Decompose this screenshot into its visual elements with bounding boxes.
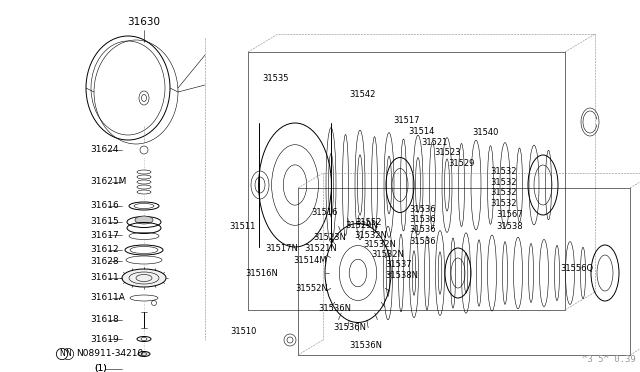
- Text: 31552N: 31552N: [296, 284, 328, 293]
- Text: 31532: 31532: [490, 199, 516, 208]
- Text: ^3 5^ 0.39: ^3 5^ 0.39: [582, 355, 636, 364]
- Text: 31630: 31630: [127, 17, 161, 27]
- Text: 31510: 31510: [230, 327, 257, 336]
- Text: 31617: 31617: [90, 231, 119, 240]
- Text: 31616: 31616: [90, 202, 119, 211]
- Text: 31611A: 31611A: [90, 294, 125, 302]
- Text: (1): (1): [94, 365, 107, 372]
- Text: 31538N: 31538N: [385, 271, 419, 280]
- Text: 31517N: 31517N: [266, 244, 298, 253]
- Text: 31535: 31535: [262, 74, 289, 83]
- Text: 31517: 31517: [393, 116, 419, 125]
- Text: (1): (1): [94, 365, 107, 372]
- Ellipse shape: [138, 352, 150, 356]
- Text: 31540: 31540: [472, 128, 499, 137]
- Text: 31523: 31523: [434, 148, 460, 157]
- Text: 31567: 31567: [497, 210, 524, 219]
- Text: 31611: 31611: [90, 273, 119, 282]
- Text: 31521N: 31521N: [305, 244, 337, 253]
- Text: N: N: [65, 350, 71, 359]
- Text: 31529: 31529: [448, 159, 474, 168]
- Text: 31612: 31612: [90, 246, 118, 254]
- Text: 31615: 31615: [90, 218, 119, 227]
- Text: 31514M: 31514M: [293, 256, 327, 265]
- Text: 31532: 31532: [490, 178, 516, 187]
- Text: 31542: 31542: [349, 90, 376, 99]
- Text: 31537: 31537: [385, 260, 412, 269]
- Ellipse shape: [135, 216, 153, 224]
- Text: 31628: 31628: [90, 257, 118, 266]
- Text: 31618: 31618: [90, 315, 119, 324]
- Text: 31552: 31552: [355, 218, 381, 227]
- Text: N: N: [59, 350, 65, 359]
- Text: 31516: 31516: [312, 208, 338, 217]
- Text: 31538: 31538: [497, 222, 524, 231]
- Text: 31536N: 31536N: [333, 323, 366, 332]
- Text: 31556Q: 31556Q: [560, 264, 593, 273]
- Text: 31532N: 31532N: [363, 240, 396, 249]
- Text: 31536: 31536: [410, 215, 436, 224]
- Text: 31624: 31624: [90, 145, 118, 154]
- Text: 31523N: 31523N: [314, 233, 346, 242]
- Text: 31516N: 31516N: [245, 269, 278, 278]
- Text: N08911-34210: N08911-34210: [76, 350, 143, 359]
- Text: 31532N: 31532N: [371, 250, 404, 259]
- Text: 31536: 31536: [410, 225, 436, 234]
- Text: 31536N: 31536N: [349, 341, 383, 350]
- Text: 31514: 31514: [408, 127, 435, 136]
- Text: 31536: 31536: [410, 237, 436, 246]
- Text: 31521: 31521: [421, 138, 447, 147]
- Ellipse shape: [122, 269, 166, 287]
- Text: 31536: 31536: [410, 205, 436, 214]
- Text: 31532: 31532: [490, 167, 516, 176]
- Text: 31621M: 31621M: [90, 177, 126, 186]
- Text: 31529N: 31529N: [346, 221, 378, 230]
- Text: 31532: 31532: [490, 188, 516, 197]
- Text: 31532N: 31532N: [355, 231, 387, 240]
- Text: 31536N: 31536N: [318, 304, 351, 313]
- Text: 31619: 31619: [90, 334, 119, 343]
- Text: 31511: 31511: [229, 222, 255, 231]
